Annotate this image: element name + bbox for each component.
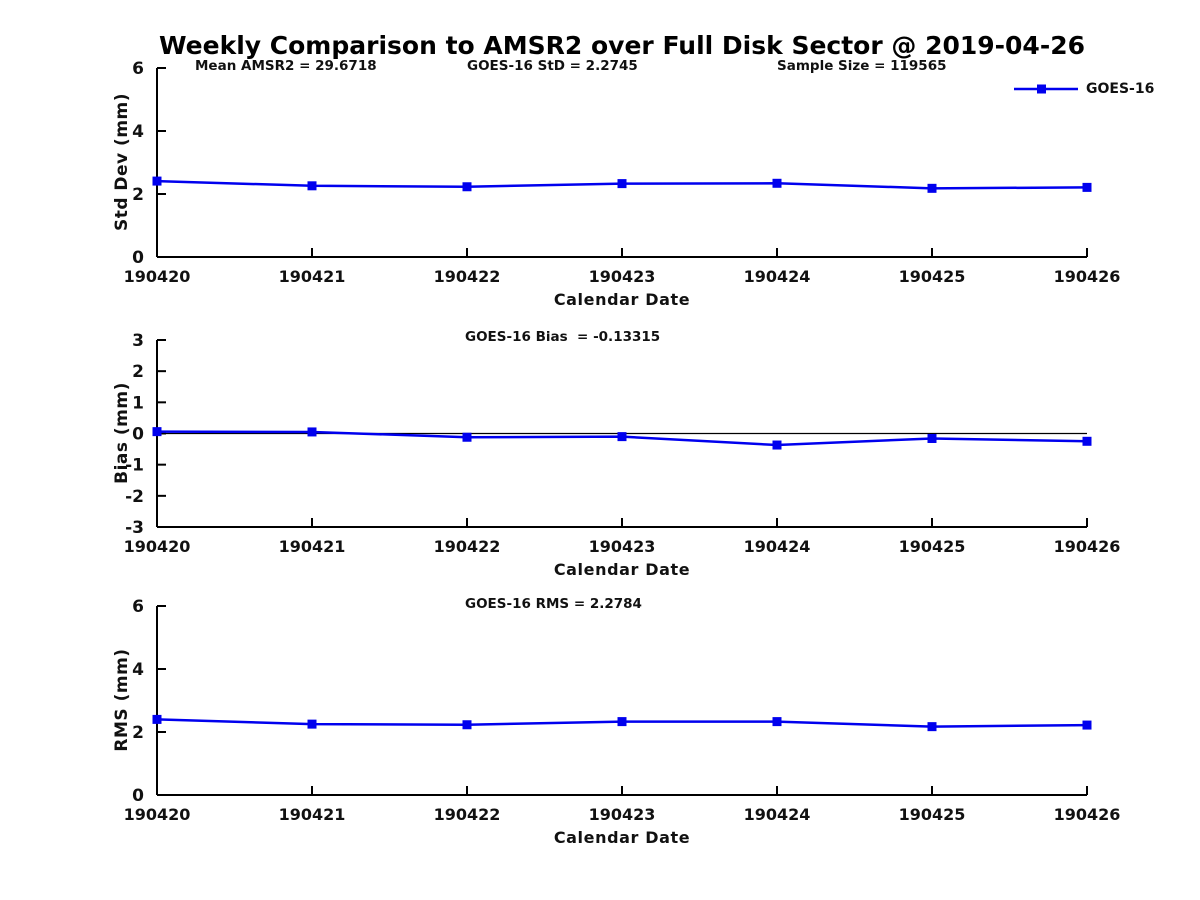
x-tick-label: 190425 (899, 267, 966, 286)
data-point (462, 182, 472, 192)
data-point (617, 179, 627, 189)
x-tick-label: 190426 (1054, 267, 1121, 286)
x-axis-label-3: Calendar Date (553, 828, 691, 847)
legend-line-sample (1014, 84, 1078, 94)
x-tick-label: 190424 (744, 805, 811, 824)
y-tick-label: 3 (132, 331, 144, 351)
x-tick-label: 190421 (279, 537, 346, 556)
y-axis-label-stddev: Std Dev (mm) (112, 92, 132, 232)
x-tick-label: 190423 (589, 537, 656, 556)
y-tick-label: 2 (132, 185, 144, 205)
y-tick-label: 0 (132, 248, 144, 268)
annotation-sample-size: Sample Size = 119565 (777, 58, 947, 74)
x-tick-label: 190422 (434, 805, 501, 824)
x-tick-label: 190421 (279, 267, 346, 286)
y-tick-label: -3 (125, 518, 144, 538)
x-tick-label: 190426 (1054, 537, 1121, 556)
y-tick-label: 0 (132, 786, 144, 806)
x-tick-label: 190425 (899, 537, 966, 556)
y-tick-label: 4 (132, 122, 144, 142)
x-tick-label: 190423 (589, 805, 656, 824)
x-axis-label-1: Calendar Date (553, 290, 691, 309)
y-tick-label: 2 (132, 362, 144, 382)
x-tick-label: 190426 (1054, 805, 1121, 824)
x-tick-label: 190423 (589, 267, 656, 286)
data-point (1082, 436, 1092, 446)
data-point (772, 717, 782, 727)
y-tick-label: 6 (132, 59, 144, 79)
data-point (152, 427, 162, 437)
data-point (152, 176, 162, 186)
annotation-goes16-rms: GOES-16 RMS = 2.2784 (465, 596, 642, 612)
data-point (462, 720, 472, 730)
x-tick-label: 190420 (124, 537, 191, 556)
x-tick-label: 190422 (434, 537, 501, 556)
y-axis-label-rms: RMS (mm) (112, 648, 132, 752)
y-tick-label: 1 (132, 393, 144, 413)
legend: GOES-16 (1014, 81, 1154, 97)
annotation-mean-amsr2: Mean AMSR2 = 29.6718 (195, 58, 377, 74)
data-point (307, 427, 317, 437)
data-point (772, 440, 782, 450)
annotation-goes16-bias: GOES-16 Bias = -0.13315 (465, 329, 661, 345)
y-tick-label: -2 (125, 487, 144, 507)
data-point (927, 183, 937, 193)
y-tick-label: 0 (132, 425, 144, 445)
data-point (927, 433, 937, 443)
annotation-goes16-std: GOES-16 StD = 2.2745 (467, 58, 638, 74)
chart-title: Weekly Comparison to AMSR2 over Full Dis… (158, 31, 1085, 60)
x-tick-label: 190424 (744, 267, 811, 286)
data-point (927, 722, 937, 732)
data-point (307, 719, 317, 729)
data-point (307, 181, 317, 191)
data-point (462, 432, 472, 442)
legend-label: GOES-16 (1086, 81, 1155, 97)
data-point (617, 717, 627, 727)
data-point (152, 714, 162, 724)
x-tick-label: 190421 (279, 805, 346, 824)
x-tick-label: 190420 (124, 805, 191, 824)
x-tick-label: 190424 (744, 537, 811, 556)
x-tick-label: 190425 (899, 805, 966, 824)
y-tick-label: -1 (125, 456, 144, 476)
y-tick-label: 6 (132, 597, 144, 617)
y-tick-label: 2 (132, 723, 144, 743)
data-point (1082, 720, 1092, 730)
x-tick-label: 190422 (434, 267, 501, 286)
x-axis-label-2: Calendar Date (553, 560, 691, 579)
data-point (1082, 182, 1092, 192)
y-axis-label-bias: Bias (mm) (112, 382, 132, 484)
x-tick-label: 190420 (124, 267, 191, 286)
data-point (617, 432, 627, 442)
y-tick-label: 4 (132, 660, 144, 680)
data-point (772, 178, 782, 188)
